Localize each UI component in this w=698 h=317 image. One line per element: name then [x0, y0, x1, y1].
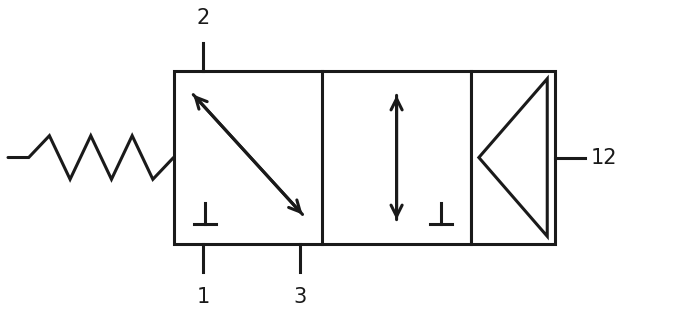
Text: 3: 3 — [294, 287, 307, 307]
Bar — [471, 71, 555, 244]
Text: 2: 2 — [197, 8, 210, 28]
Text: 1: 1 — [197, 287, 210, 307]
Text: 12: 12 — [591, 147, 617, 167]
Polygon shape — [479, 79, 547, 236]
Bar — [174, 71, 471, 244]
